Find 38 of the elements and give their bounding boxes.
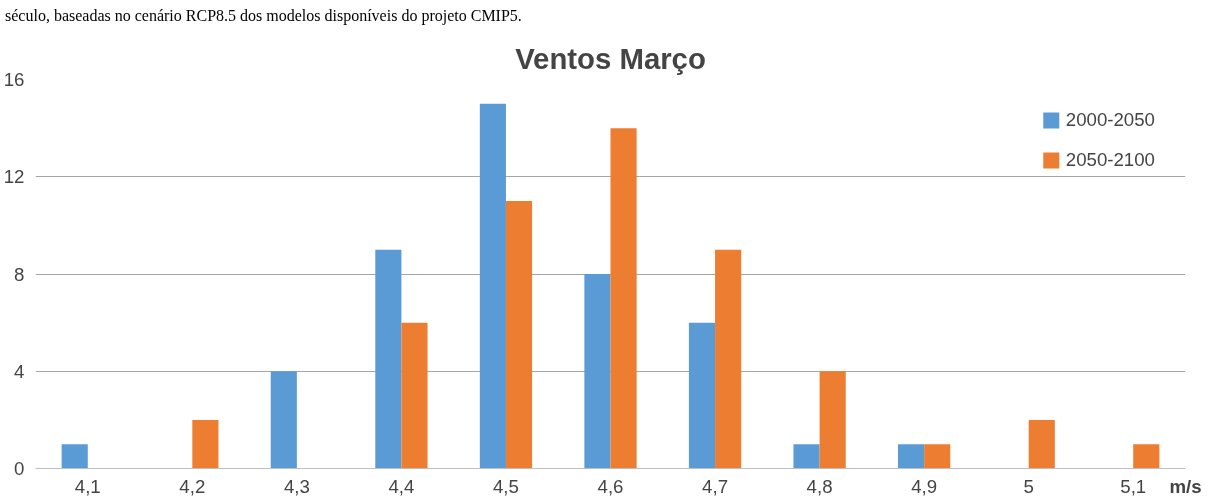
bar — [793, 444, 820, 469]
x-tick-label: 4,5 — [492, 475, 519, 497]
x-tick-label: 4,7 — [702, 475, 729, 497]
x-tick-label: 4,6 — [597, 475, 624, 497]
bar — [610, 128, 637, 469]
legend-label: 2050-2100 — [1065, 149, 1155, 171]
chart-title: Ventos Março — [515, 41, 706, 75]
bar — [1133, 444, 1160, 469]
bar — [688, 322, 716, 469]
bar — [375, 249, 402, 469]
x-tick-label: 4,2 — [179, 475, 206, 497]
bar — [401, 322, 428, 469]
x-tick-label: 4,9 — [911, 475, 938, 497]
bar — [584, 274, 611, 469]
bar — [270, 371, 297, 469]
bar — [924, 444, 951, 469]
x-tick-label: 5 — [1023, 475, 1034, 497]
y-tick-label: 12 — [3, 166, 25, 188]
y-tick-label: 0 — [14, 458, 25, 479]
x-tick-label: 5,1 — [1120, 475, 1147, 497]
bar — [505, 201, 533, 469]
y-tick-label: 16 — [3, 69, 25, 90]
x-tick-label: 4,8 — [806, 475, 833, 497]
bar — [715, 249, 742, 469]
bar — [1028, 419, 1055, 469]
y-tick-label: 4 — [14, 360, 25, 382]
x-tick-label: 4,3 — [283, 475, 310, 497]
x-axis-title: m/s — [1169, 475, 1202, 497]
legend-label: 2000-2050 — [1065, 109, 1155, 131]
bar — [898, 444, 925, 469]
bar — [819, 371, 846, 469]
bar — [61, 444, 88, 469]
x-tick-label: 4,4 — [388, 475, 415, 497]
bar — [192, 419, 219, 469]
x-tick-label: 4,1 — [74, 475, 101, 497]
text: século, baseadas no cenário RCP8.5 dos modelos disponíveis do projeto CMIP5. — [5, 6, 522, 27]
bar — [479, 103, 506, 469]
y-tick-label: 8 — [14, 263, 25, 285]
